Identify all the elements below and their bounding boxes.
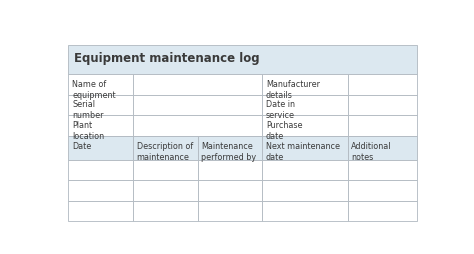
Bar — [133, 74, 262, 95]
Bar — [68, 180, 133, 201]
Bar — [133, 95, 262, 115]
Bar — [68, 95, 133, 115]
Bar — [347, 74, 418, 95]
Bar — [68, 45, 418, 74]
Bar — [262, 115, 347, 136]
Text: Manufacturer
details: Manufacturer details — [266, 80, 320, 100]
Bar — [347, 180, 418, 201]
Bar — [68, 74, 133, 95]
Bar — [347, 95, 418, 115]
Bar — [68, 136, 133, 160]
Text: Date in
service: Date in service — [266, 100, 295, 120]
Bar — [133, 180, 198, 201]
Bar — [133, 115, 262, 136]
Bar — [347, 160, 418, 180]
Bar — [262, 160, 347, 180]
Text: Description of
maintenance: Description of maintenance — [137, 142, 193, 163]
Bar — [347, 115, 418, 136]
Bar — [198, 180, 262, 201]
Text: Purchase
date: Purchase date — [266, 121, 302, 141]
Bar — [133, 136, 198, 160]
Text: Date: Date — [72, 142, 91, 151]
Bar — [262, 136, 347, 160]
Bar — [262, 180, 347, 201]
Text: Equipment maintenance log: Equipment maintenance log — [73, 52, 259, 65]
Bar — [133, 160, 198, 180]
Bar — [347, 136, 418, 160]
Text: Plant
location: Plant location — [72, 121, 104, 141]
Text: Maintenance
performed by: Maintenance performed by — [201, 142, 256, 163]
Bar — [68, 201, 133, 221]
Bar — [68, 160, 133, 180]
Bar — [347, 201, 418, 221]
Bar — [198, 160, 262, 180]
Bar — [198, 201, 262, 221]
Bar — [133, 201, 198, 221]
Bar — [262, 201, 347, 221]
Bar — [262, 74, 347, 95]
Text: Additional
notes: Additional notes — [351, 142, 392, 163]
Bar — [262, 95, 347, 115]
Bar — [198, 136, 262, 160]
Text: Serial
number: Serial number — [72, 100, 104, 120]
Bar — [68, 115, 133, 136]
Text: Name of
equipment: Name of equipment — [72, 80, 116, 100]
Text: Next maintenance
date: Next maintenance date — [266, 142, 340, 163]
